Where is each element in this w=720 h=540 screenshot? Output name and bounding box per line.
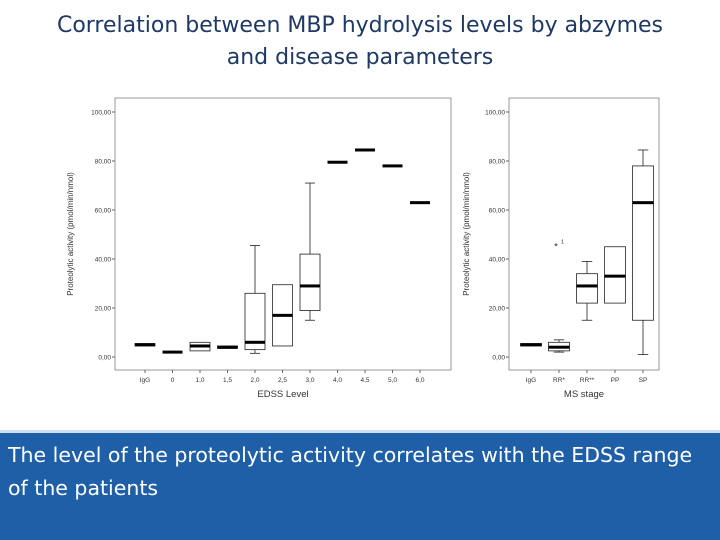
y-tick-label: 0,00 xyxy=(492,355,505,362)
x-tick-label: IgG xyxy=(140,377,150,384)
x-tick-label: RR** xyxy=(580,377,595,384)
y-axis-title: Proteolytic activity (pmol/min/nmol) xyxy=(66,172,75,296)
y-tick-label: 80,00 xyxy=(95,159,112,166)
outlier-label: 1 xyxy=(561,240,564,246)
x-axis-title: EDSS Level xyxy=(257,389,308,400)
x-tick-label: SP xyxy=(639,377,648,384)
x-tick-label: 3,0 xyxy=(305,377,314,384)
box-group-6 xyxy=(299,182,321,321)
y-tick-label: 100,00 xyxy=(485,110,505,117)
edss-boxplot-chart: 0,00 20,00 40,00 60,00 80,00 100,00 Proteolyti… xyxy=(66,97,452,400)
y-axis-title: Proteolytic activity (pmol/min/nmol) xyxy=(462,172,471,296)
outlier-marker: * xyxy=(554,242,558,252)
median-line xyxy=(327,160,348,164)
box-group-1 xyxy=(548,339,570,353)
x-tick-label: 1,0 xyxy=(195,377,204,384)
x-tick-label: 6,0 xyxy=(415,377,424,384)
median-line xyxy=(576,284,598,288)
box-body xyxy=(576,273,598,304)
box-body xyxy=(632,165,654,321)
x-tick-label: 4,0 xyxy=(333,377,342,384)
x-tick-label: 2,5 xyxy=(278,377,287,384)
box-group-3 xyxy=(604,246,626,304)
box-group-2 xyxy=(189,341,211,352)
y-tick-label: 80,00 xyxy=(489,159,506,166)
x-tick-label: IgG xyxy=(526,377,536,384)
y-tick-label: 60,00 xyxy=(95,208,112,215)
y-tick-label: 40,00 xyxy=(95,257,112,264)
median-line xyxy=(300,284,320,288)
box-body xyxy=(299,253,321,311)
median-line xyxy=(520,343,542,347)
caption-text: The level of the proteolytic activity co… xyxy=(8,443,693,500)
x-tick-label: 0 xyxy=(171,377,175,384)
box-group-0 xyxy=(134,343,156,347)
x-axis-title: MS stage xyxy=(564,389,604,400)
box-group-1 xyxy=(162,350,183,354)
median-line xyxy=(272,313,293,317)
box-body xyxy=(244,292,266,351)
x-tick-label: 5,0 xyxy=(388,377,397,384)
median-line xyxy=(410,201,430,205)
caption-box: The level of the proteolytic activity co… xyxy=(0,430,720,540)
slide-title: Correlation between MBP hydrolysis level… xyxy=(0,10,720,74)
box-group-4 xyxy=(632,149,654,355)
median-line xyxy=(245,340,265,344)
median-line xyxy=(548,345,570,349)
box-group-4 xyxy=(244,245,266,354)
median-line xyxy=(355,148,375,152)
median-line xyxy=(382,164,403,168)
slide-title-line1: Correlation between MBP hydrolysis level… xyxy=(56,13,664,38)
box-group-0 xyxy=(520,343,542,347)
median-line xyxy=(190,344,210,348)
y-tick-label: 20,00 xyxy=(489,306,506,313)
median-line xyxy=(217,345,238,349)
slide-title-line2: and disease parameters xyxy=(226,45,494,70)
x-tick-label: RR* xyxy=(553,377,565,384)
box-group-10 xyxy=(410,201,430,205)
y-tick-label: 0,00 xyxy=(98,355,111,362)
box-group-2 xyxy=(576,261,598,321)
box-group-8 xyxy=(355,148,375,152)
y-tick-label: 40,00 xyxy=(489,257,506,264)
box-group-5 xyxy=(272,284,293,347)
box-group-9 xyxy=(382,164,403,168)
x-tick-label: 1,5 xyxy=(223,377,232,384)
y-tick-label: 60,00 xyxy=(489,208,506,215)
median-line xyxy=(632,201,654,205)
ms-stage-boxplot-chart: 0,00 20,00 40,00 60,00 80,00 100,00 Proteolyti… xyxy=(462,97,660,400)
x-tick-label: 2,0 xyxy=(250,377,259,384)
median-line xyxy=(604,274,626,278)
median-line xyxy=(162,350,183,354)
box-group-3 xyxy=(217,345,238,349)
x-tick-label: 4,5 xyxy=(360,377,369,384)
y-tick-label: 20,00 xyxy=(95,306,112,313)
x-tick-label: PP xyxy=(611,377,620,384)
box-group-7 xyxy=(327,160,348,164)
y-tick-label: 100,00 xyxy=(91,110,111,117)
median-line xyxy=(135,343,155,347)
